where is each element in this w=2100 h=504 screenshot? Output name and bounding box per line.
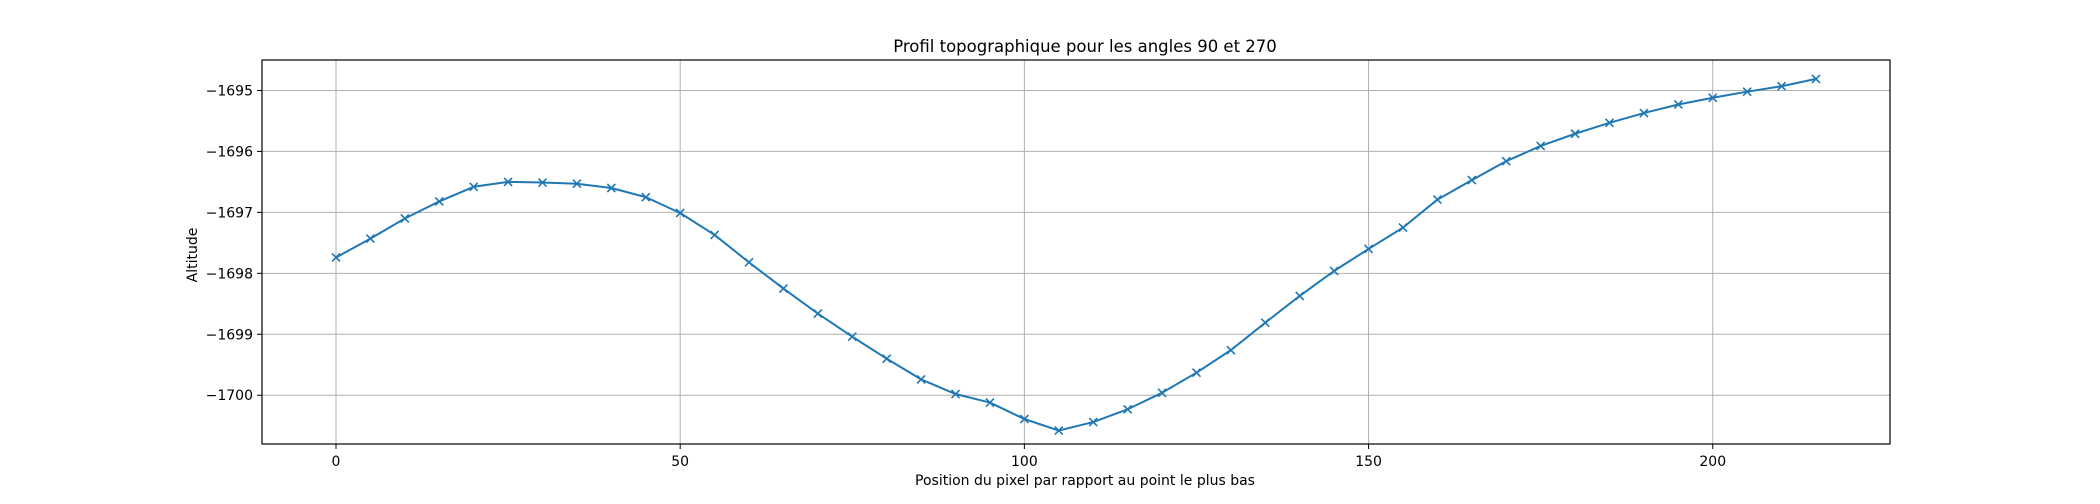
data-point-marker — [1123, 404, 1133, 414]
chart-title: Profil topographique pour les angles 90 … — [893, 37, 1277, 56]
y-tick-label: −1699 — [206, 327, 253, 343]
data-point-marker — [950, 389, 961, 399]
data-point-marker — [503, 177, 513, 187]
data-point-marker — [916, 374, 926, 384]
series-line — [335, 77, 1817, 432]
data-point-marker — [365, 234, 375, 244]
plot-frame — [261, 59, 1891, 445]
x-tick-label: 50 — [671, 454, 689, 470]
data-point-marker — [434, 196, 444, 206]
data-point-marker — [1157, 388, 1167, 398]
x-tick-label: 100 — [1011, 454, 1038, 470]
data-point-marker — [1570, 129, 1580, 139]
data-point-marker — [1467, 175, 1477, 185]
data-point-marker — [1432, 195, 1442, 205]
data-point-marker — [1398, 223, 1408, 233]
data-point-marker — [1329, 266, 1339, 276]
data-point-marker — [1708, 93, 1718, 103]
data-point-marker — [1777, 81, 1787, 91]
y-axis-title: Altitude — [185, 228, 201, 283]
data-point-marker — [675, 208, 685, 218]
data-point-marker — [1501, 156, 1511, 166]
data-point-marker — [400, 213, 410, 224]
data-point-marker — [1673, 99, 1683, 110]
data-point-marker — [1054, 426, 1064, 436]
y-tick-label: −1698 — [206, 266, 253, 282]
data-point-marker — [537, 177, 548, 188]
data-point-marker — [469, 182, 479, 192]
axes-layer: 0 50 100 150 200 −1695 −1696 −1697 −1698 −1699 −17… — [206, 59, 1891, 470]
data-point-marker — [882, 354, 892, 364]
data-point-marker — [1260, 318, 1270, 328]
data-point-marker — [1639, 108, 1649, 118]
x-tick-label: 0 — [332, 454, 341, 470]
y-tick-label: −1700 — [206, 388, 253, 404]
data-point-marker — [1191, 368, 1202, 378]
data-point-marker — [1742, 87, 1752, 97]
y-tick-label: −1697 — [206, 205, 253, 221]
data-point-marker — [1226, 345, 1236, 355]
grid-layer — [262, 60, 1890, 444]
data-point-marker — [606, 183, 616, 193]
x-tick-label: 200 — [1699, 454, 1726, 470]
data-point-marker — [847, 332, 857, 342]
data-point-marker — [813, 308, 823, 319]
x-tick-label: 150 — [1355, 454, 1382, 470]
data-point-marker — [1363, 244, 1374, 254]
y-tick-label: −1696 — [206, 144, 253, 160]
data-point-marker — [1295, 291, 1305, 301]
data-point-marker — [331, 252, 341, 263]
data-point-marker — [1088, 417, 1098, 427]
data-point-marker — [1811, 74, 1821, 84]
x-axis-title: Position du pixel par rapport au point l… — [915, 473, 1255, 489]
data-point-marker — [778, 284, 789, 294]
data-point-marker — [572, 179, 582, 189]
data-point-marker — [710, 230, 720, 240]
text-layer: Profil topographique pour les angles 90 … — [185, 37, 1277, 489]
series-layer — [331, 74, 1821, 436]
data-point-marker — [1019, 414, 1029, 424]
y-tick-label: −1695 — [206, 83, 253, 99]
data-point-marker — [744, 257, 754, 267]
data-point-marker — [1536, 141, 1546, 151]
data-point-marker — [1604, 118, 1615, 128]
data-point-marker — [985, 397, 995, 408]
data-point-marker — [641, 192, 651, 202]
